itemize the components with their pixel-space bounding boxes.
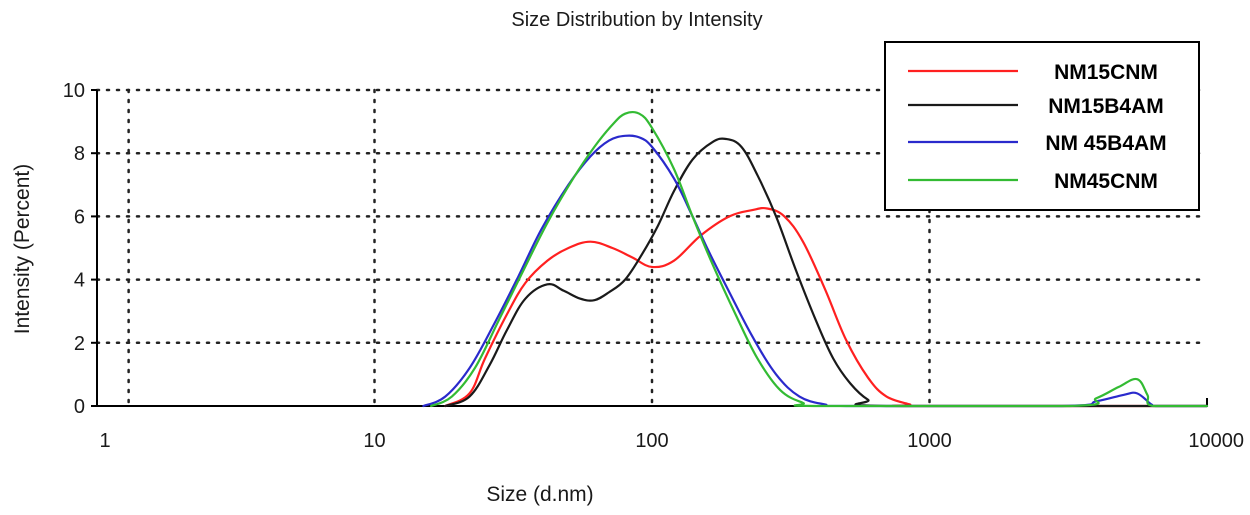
x-tick-label-2: 100 [635, 430, 668, 452]
legend: NM15CNM NM15B4AM NM 45B4AM NM45CNM [884, 41, 1200, 211]
y-tick-label-2: 4 [74, 270, 85, 292]
legend-label-1: NM15B4AM [1048, 95, 1164, 118]
y-tick-label-4: 8 [74, 143, 85, 165]
x-axis-label: Size (d.nm) [486, 483, 593, 506]
y-tick-label-5: 10 [63, 80, 85, 102]
tick-labels: 0 2 4 6 8 10 1 10 100 1000 10000 [63, 80, 1244, 452]
y-axis-label: Intensity (Percent) [11, 164, 34, 334]
y-tick-label-3: 6 [74, 206, 85, 228]
legend-label-2: NM 45B4AM [1045, 132, 1166, 155]
series-line-nm-45b4am [422, 134, 1209, 408]
chart-title: Size Distribution by Intensity [511, 9, 762, 31]
legend-label-3: NM45CNM [1054, 170, 1158, 193]
series-line-nm15cnm [444, 206, 1209, 408]
series-line-nm45cnm [430, 110, 1209, 408]
y-tick-label-0: 0 [74, 396, 85, 418]
x-tick-label-4: 10000 [1188, 430, 1244, 452]
y-tick-label-1: 2 [74, 333, 85, 355]
x-tick-label-0: 1 [99, 430, 110, 452]
x-tick-label-1: 10 [363, 430, 385, 452]
data-series [422, 110, 1209, 408]
x-tick-label-3: 1000 [907, 430, 952, 452]
legend-label-0: NM15CNM [1054, 61, 1158, 84]
series-line-nm15b4am [444, 137, 1209, 408]
